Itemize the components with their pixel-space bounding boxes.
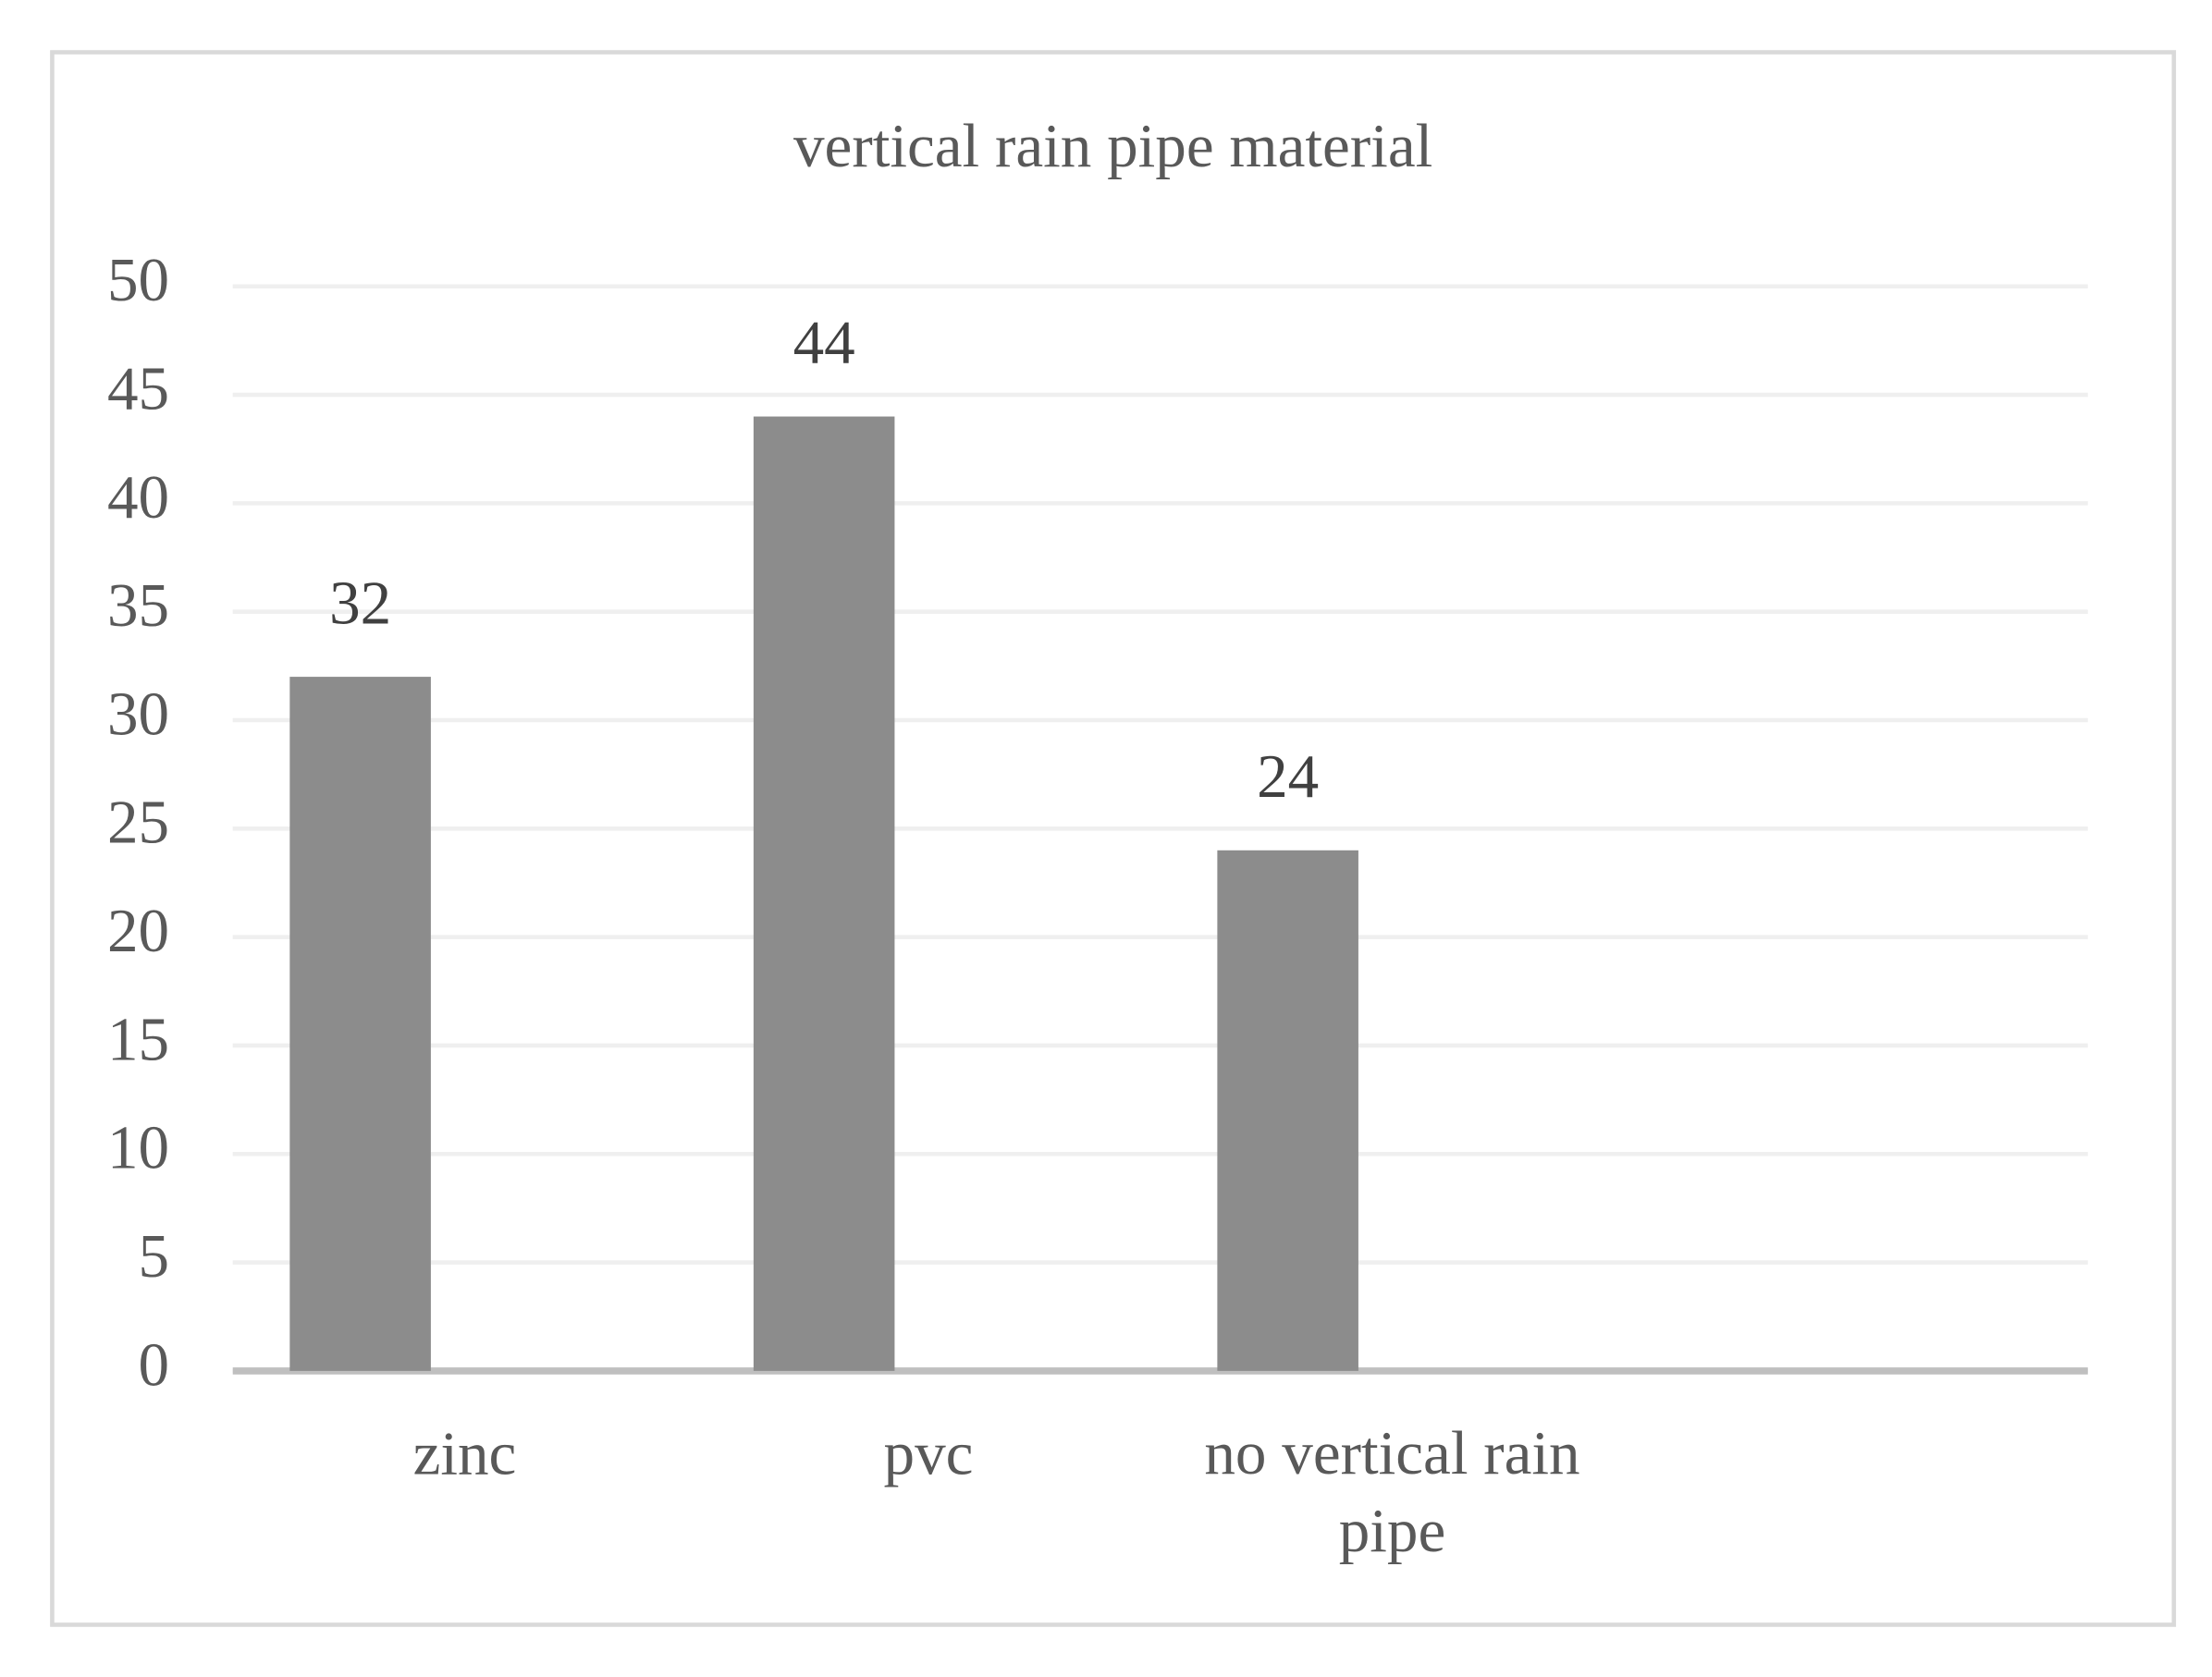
y-tick-label: 10 — [107, 1113, 169, 1182]
data-label: 24 — [1257, 741, 1319, 811]
bar — [289, 677, 431, 1371]
y-tick-label: 30 — [107, 679, 169, 748]
bar — [753, 416, 895, 1371]
data-label: 32 — [329, 568, 391, 637]
y-tick-label: 25 — [107, 788, 169, 857]
chart-title: vertical rain pipe material — [793, 111, 1432, 180]
y-tick-label: 0 — [138, 1329, 169, 1399]
y-tick-label: 50 — [107, 245, 169, 314]
x-tick-label: no vertical rain pipe — [1204, 1418, 1579, 1565]
bar — [1217, 850, 1358, 1371]
y-tick-label: 35 — [107, 570, 169, 640]
x-tick-label: zinc — [413, 1418, 517, 1487]
y-tick-label: 45 — [107, 353, 169, 422]
y-tick-label: 5 — [138, 1221, 169, 1291]
y-tick-label: 15 — [107, 1004, 169, 1073]
data-label: 44 — [793, 308, 855, 377]
y-tick-label: 20 — [107, 896, 169, 965]
y-tick-label: 40 — [107, 462, 169, 532]
x-tick-label: pvc — [884, 1418, 974, 1487]
